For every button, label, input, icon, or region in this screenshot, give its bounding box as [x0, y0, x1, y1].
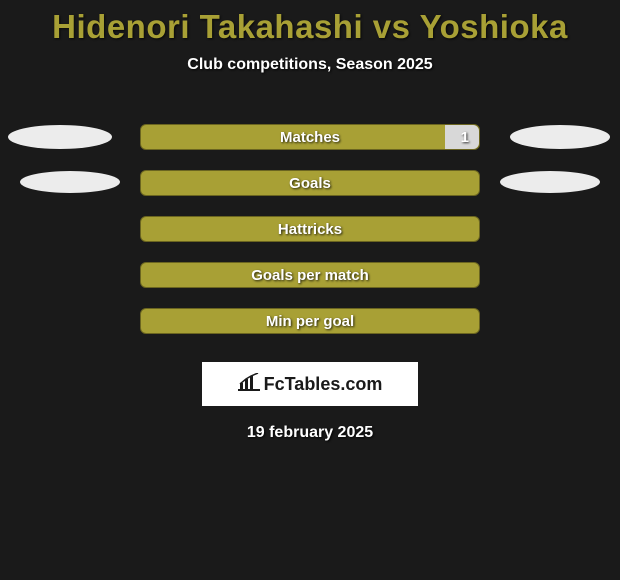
logo-box[interactable]: FcTables.com [202, 362, 418, 406]
stat-bar: Hattricks [140, 216, 480, 242]
subtitle: Club competitions, Season 2025 [0, 56, 620, 74]
stat-label: Min per goal [266, 313, 354, 330]
left-value-ellipse [8, 125, 112, 149]
stat-bar: Goals per match [140, 262, 480, 288]
stat-bar: Matches 1 [140, 124, 480, 150]
logo: FcTables.com [238, 373, 383, 396]
logo-text: FcTables.com [264, 374, 383, 395]
right-value-ellipse [500, 171, 600, 193]
stat-row: Hattricks [0, 206, 620, 252]
date-line: 19 february 2025 [0, 424, 620, 442]
comparison-card: Hidenori Takahashi vs Yoshioka Club comp… [0, 0, 620, 442]
stat-bar: Min per goal [140, 308, 480, 334]
stats-list: Matches 1 Goals Hattricks Goals per match Min… [0, 114, 620, 344]
stat-row: Goals per match [0, 252, 620, 298]
stat-label: Goals per match [251, 267, 369, 284]
stat-row: Goals [0, 160, 620, 206]
right-value-ellipse [510, 125, 610, 149]
chart-icon [238, 373, 260, 396]
stat-label: Matches [280, 129, 340, 146]
stat-row: Min per goal [0, 298, 620, 344]
stat-value-right: 1 [461, 129, 469, 146]
stat-row: Matches 1 [0, 114, 620, 160]
left-value-ellipse [20, 171, 120, 193]
stat-label: Hattricks [278, 221, 342, 238]
stat-label: Goals [289, 175, 331, 192]
stat-bar: Goals [140, 170, 480, 196]
page-title: Hidenori Takahashi vs Yoshioka [0, 8, 620, 46]
